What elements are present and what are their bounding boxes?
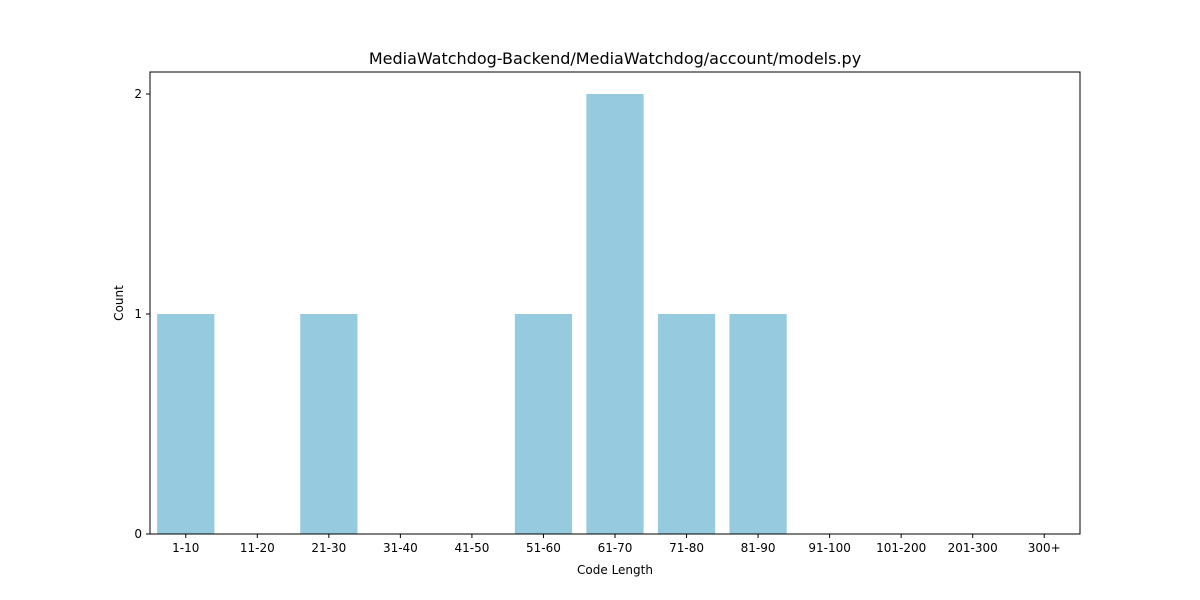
x-tick-label: 300+: [1028, 541, 1061, 555]
x-tick-label: 1-10: [172, 541, 199, 555]
x-tick-label: 31-40: [383, 541, 418, 555]
bar-61-70: [586, 94, 644, 534]
x-tick-label: 51-60: [526, 541, 561, 555]
bar-21-30: [300, 314, 358, 534]
x-tick-label: 71-80: [669, 541, 704, 555]
x-axis-label: Code Length: [577, 563, 653, 577]
x-tick-label: 81-90: [741, 541, 776, 555]
y-tick-label: 0: [134, 527, 142, 541]
bar-51-60: [514, 314, 573, 534]
y-tick-label: 2: [134, 87, 142, 101]
x-tick-label: 201-300: [948, 541, 998, 555]
bar-1-10: [157, 314, 215, 534]
x-tick-label: 91-100: [808, 541, 851, 555]
bar-81-90: [729, 314, 787, 534]
x-tick-label: 11-20: [240, 541, 275, 555]
x-tick-label: 61-70: [598, 541, 633, 555]
y-axis-label: Count: [112, 285, 126, 321]
y-tick-label: 1: [134, 307, 142, 321]
x-tick-label: 21-30: [311, 541, 346, 555]
x-axis-ticks: 1-10 11-20 21-30 31-40 41-50 51-60 61-70 71-80 8…: [172, 534, 1061, 555]
plot-frame: [149, 71, 1081, 535]
y-axis-ticks: 0 1 2: [134, 87, 150, 541]
bar-71-80: [657, 314, 716, 534]
bars-group: [157, 94, 787, 534]
x-tick-label: 101-200: [876, 541, 926, 555]
chart-title: MediaWatchdog-Backend/MediaWatchdog/acco…: [369, 49, 861, 68]
x-tick-label: 41-50: [454, 541, 489, 555]
